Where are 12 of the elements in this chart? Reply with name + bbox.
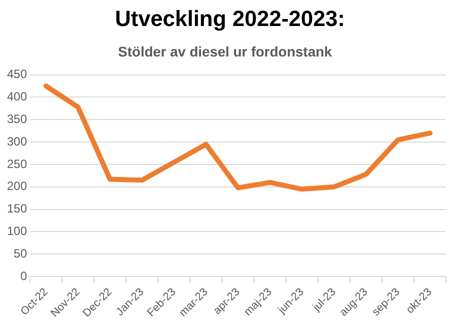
y-tick-label: 200: [6, 179, 28, 194]
y-tick-label: 400: [6, 90, 28, 104]
y-tick-label: 100: [6, 224, 28, 238]
y-tick-label: 450: [6, 67, 28, 82]
y-tick-label: 350: [6, 112, 28, 126]
y-tick-label: 0: [20, 268, 28, 283]
y-tick-label: 50: [14, 246, 28, 260]
y-tick-label: 150: [6, 202, 28, 216]
chart-title: Utveckling 2022-2023:: [114, 6, 346, 32]
y-tick-label: 250: [6, 156, 28, 171]
chart-subtitle: Stölder av diesel ur fordonstank: [118, 43, 332, 60]
y-tick-label: 300: [6, 134, 28, 148]
